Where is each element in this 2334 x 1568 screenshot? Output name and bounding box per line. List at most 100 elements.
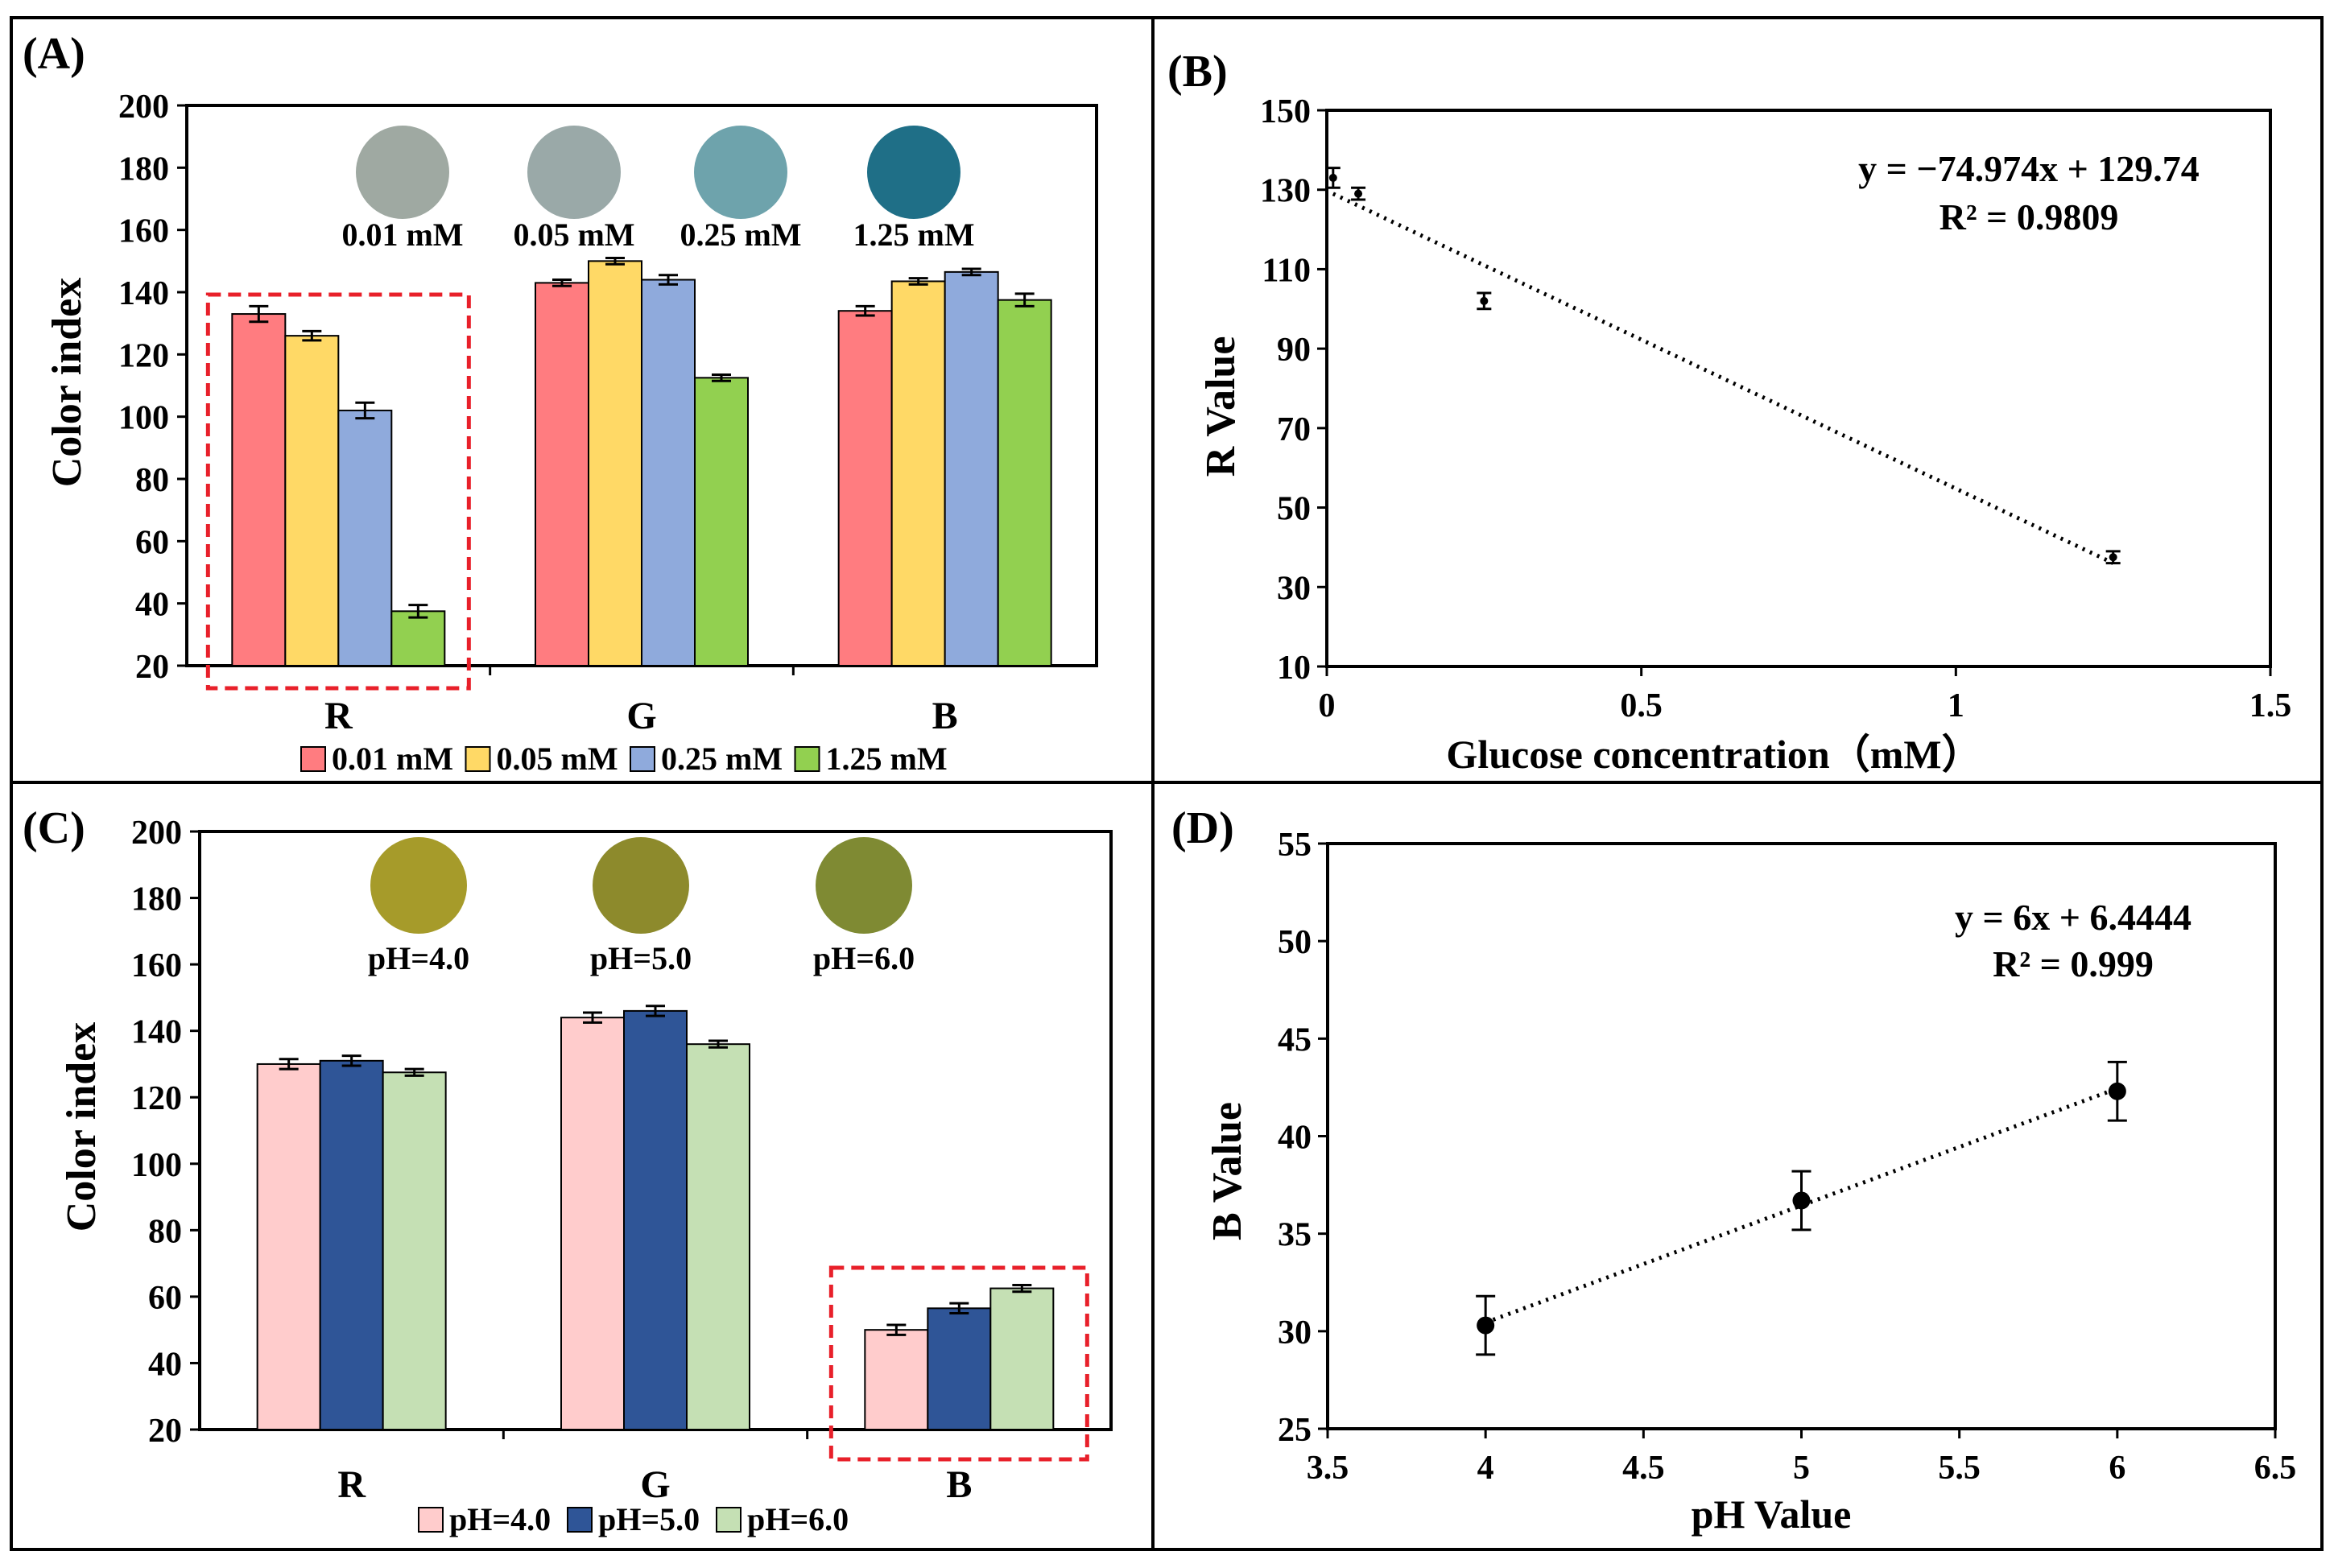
panel-d-xlabel: pH Value xyxy=(1692,1492,1852,1537)
panel-b-equation: y = −74.974x + 129.74 xyxy=(1858,148,2200,189)
panel-a-bar xyxy=(535,282,589,666)
panel-c-bar xyxy=(256,1063,321,1430)
panel-b-x-tick-label: 1.5 xyxy=(2249,687,2292,724)
panel-label-c: (C) xyxy=(23,803,85,853)
panel-c-y-tick-label: 80 xyxy=(148,1213,182,1250)
panel-b-plot-frame xyxy=(1325,109,2272,668)
panel-c-bar xyxy=(623,1009,688,1430)
panel-a-legend-label: 0.05 mM xyxy=(497,741,618,777)
panel-d-y-tick-label: 55 xyxy=(1278,827,1312,864)
panel-a-bar xyxy=(337,409,393,666)
panel-a-bar xyxy=(694,377,749,666)
panel-c-legend-label: pH=4.0 xyxy=(449,1501,551,1537)
panel-c-highlight-box xyxy=(828,1265,1089,1462)
panel-a-bar xyxy=(837,310,893,666)
panel-d-x-tick-label: 6 xyxy=(2109,1450,2125,1487)
panel-d-x-tick-label: 5 xyxy=(1793,1450,1810,1487)
panel-c-category-label: B xyxy=(946,1463,972,1506)
panel-c-bar xyxy=(864,1329,929,1430)
panel-b-y-tick-label: 90 xyxy=(1277,332,1311,369)
panel-c-ylabel: Color index xyxy=(59,1022,105,1232)
panel-b-xlabel: Glucose concentration（mM） xyxy=(1446,732,1981,777)
panel-a-legend-label: 0.25 mM xyxy=(661,741,783,777)
panel-a-y-tick-label: 180 xyxy=(118,151,169,188)
panel-c-bar xyxy=(382,1071,447,1431)
panel-label-b: (B) xyxy=(1167,47,1228,97)
panel-d-y-tick-label: 45 xyxy=(1278,1021,1312,1058)
panel-c-bar xyxy=(319,1059,384,1430)
panel-a-legend-swatch xyxy=(465,746,491,772)
panel-c-sample-swatch xyxy=(593,837,689,934)
panel-b-y-tick-label: 150 xyxy=(1260,93,1311,130)
panel-c-sample-label: pH=6.0 xyxy=(813,940,915,976)
panel-a-y-tick-label: 60 xyxy=(135,524,169,561)
panel-d-y-tick-label: 25 xyxy=(1278,1412,1312,1449)
panel-b-data-point xyxy=(1328,173,1337,182)
panel-d-x-tick-label: 5.5 xyxy=(1938,1450,1981,1487)
panel-c-bar-chart: 20 40 60 80 100 120 140 160 180 200 R G BpH=4.0 pH=5.… xyxy=(131,815,1113,1537)
panel-c-legend-label: pH=5.0 xyxy=(598,1501,700,1537)
panel-c-y-tick-label: 180 xyxy=(131,881,182,918)
panel-c-y-tick-label: 200 xyxy=(131,815,182,852)
panel-label-d: (D) xyxy=(1171,803,1234,853)
panel-d-scatter-chart: 25 30 35 40 45 50 55 3.5 4 4.5 5 5.5 6 6.5 xyxy=(1278,827,2296,1487)
panel-c-sample-label: pH=4.0 xyxy=(368,940,469,976)
panel-a-sample-swatch xyxy=(694,126,787,219)
panel-b-trendline xyxy=(1332,192,2114,565)
panel-b-x-tick-label: 1 xyxy=(1948,687,1964,724)
panel-b-scatter-chart: 10 30 50 70 90 110 130 150 0 0.5 1 1.5 xyxy=(1260,93,2291,724)
panel-c-sample-swatch xyxy=(816,837,912,934)
panel-c-y-tick-label: 160 xyxy=(131,947,182,984)
panel-c-legend-label: pH=6.0 xyxy=(747,1501,849,1537)
panel-a-bar xyxy=(641,279,696,666)
panel-a-y-tick-label: 40 xyxy=(135,587,169,624)
panel-a-bar xyxy=(997,299,1052,666)
panel-a-y-tick-label: 80 xyxy=(135,462,169,499)
panel-a-bar xyxy=(284,335,340,666)
panel-a-bar-chart: 20 40 60 80 100 120 140 160 180 200 R G B 0.01 mM 0.05… xyxy=(118,89,1098,777)
panel-a-sample-label: 0.25 mM xyxy=(680,217,801,253)
panel-c-bar xyxy=(560,1017,625,1430)
panel-a-bar xyxy=(944,270,999,666)
panel-c-y-tick-label: 60 xyxy=(148,1280,182,1317)
panel-c-legend-swatch xyxy=(567,1507,593,1533)
panel-a-sample-swatch xyxy=(356,126,449,219)
panel-d-data-point xyxy=(1792,1191,1811,1210)
panel-d-x-tick-label: 6.5 xyxy=(2254,1450,2297,1487)
panel-c-bar xyxy=(927,1307,992,1430)
panel-b-y-tick-label: 30 xyxy=(1277,570,1311,607)
panel-a-highlight-box xyxy=(205,292,471,691)
panel-c-y-tick-label: 140 xyxy=(131,1014,182,1051)
panel-a-sample-label: 1.25 mM xyxy=(853,217,974,253)
panel-d-y-tick-label: 50 xyxy=(1278,924,1312,961)
panel-b-data-point xyxy=(2109,553,2117,562)
panel-a-category-label: B xyxy=(932,695,958,737)
panel-c-y-tick-label: 20 xyxy=(148,1413,182,1450)
panel-a-y-tick-label: 100 xyxy=(118,400,169,437)
panel-a-bar xyxy=(588,260,642,666)
panel-c-legend-swatch xyxy=(716,1507,742,1533)
panel-a-legend-swatch xyxy=(300,746,326,772)
panel-d-x-tick-label: 4 xyxy=(1477,1450,1494,1487)
panel-c-bar xyxy=(686,1043,750,1430)
panel-a-bar xyxy=(390,610,446,666)
panel-a-y-tick-label: 20 xyxy=(135,649,169,686)
panel-a-sample-swatch xyxy=(527,126,621,219)
panel-a-y-tick-label: 200 xyxy=(118,89,169,126)
panel-a-legend-swatch xyxy=(794,746,820,772)
panel-d-r2: R² = 0.999 xyxy=(1993,943,2154,984)
panel-b-r2: R² = 0.9809 xyxy=(1939,196,2119,237)
panel-b-x-tick-label: 0 xyxy=(1319,687,1336,724)
panel-a-ylabel: Color index xyxy=(44,278,90,488)
panel-a-bar xyxy=(890,280,946,666)
panel-a-y-tick-label: 160 xyxy=(118,213,169,250)
panel-d-y-tick-label: 35 xyxy=(1278,1217,1312,1254)
panel-d-ylabel: B Value xyxy=(1204,1102,1250,1240)
panel-b-y-tick-label: 130 xyxy=(1260,173,1311,210)
panel-b-y-tick-label: 70 xyxy=(1277,411,1311,448)
panel-a-sample-label: 0.05 mM xyxy=(513,217,634,253)
panel-b-data-point xyxy=(1480,296,1489,305)
panel-a-legend-swatch xyxy=(630,746,655,772)
panel-d-data-point xyxy=(1477,1316,1495,1335)
panel-c-category-label: R xyxy=(337,1463,366,1506)
